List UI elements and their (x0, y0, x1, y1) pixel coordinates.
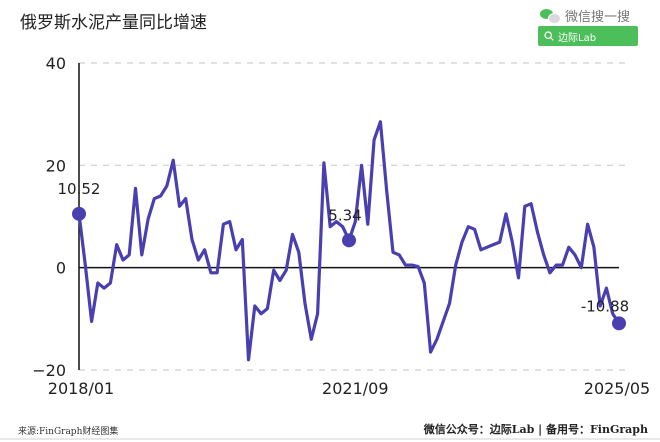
data-point-label: 5.34 (328, 206, 361, 224)
bottom-divider (0, 438, 660, 440)
x-tick-label: 2018/01 (48, 379, 114, 398)
data-point-label: -10.88 (581, 297, 629, 315)
y-tick-label: 0 (56, 259, 66, 278)
x-tick-label: 2021/09 (322, 379, 388, 398)
credit-note: 微信公众号：边际Lab | 备用号：FinGraph (423, 423, 648, 436)
search-icon (544, 31, 554, 41)
source-note: 来源:FinGraph财经图集 (18, 427, 119, 437)
y-tick-label: 40 (46, 54, 66, 73)
line-chart: −20 0 20 40 2018/01 2021/09 2025/05 10.52 5.34 -1… (32, 54, 650, 398)
search-query: 边际Lab (558, 32, 597, 44)
data-point-marker (342, 233, 356, 248)
chart-title: 俄罗斯水泥产量同比增速 (20, 13, 207, 33)
wechat-search-badge: 微信搜一搜 (540, 6, 630, 25)
x-tick-label: 2025/05 (584, 379, 650, 398)
data-point-label: 10.52 (58, 180, 101, 198)
wechat-icon (540, 8, 561, 24)
y-tick-label: −20 (32, 361, 66, 380)
data-point-marker (612, 316, 626, 331)
wechat-label: 微信搜一搜 (565, 10, 631, 25)
y-tick-label: 20 (46, 156, 66, 175)
data-point-marker (72, 206, 86, 221)
wechat-search-box[interactable]: 边际Lab (538, 26, 638, 46)
